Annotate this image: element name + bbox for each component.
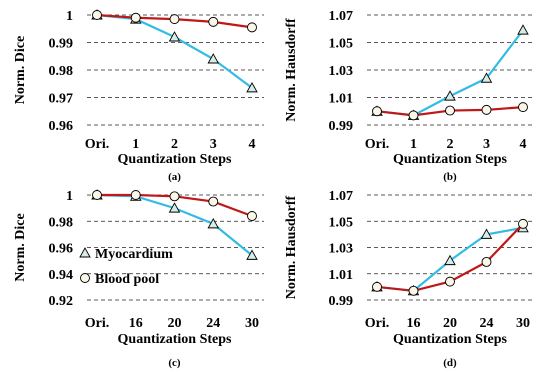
x-tick-label: Ori.: [365, 316, 390, 331]
y-tick-label: 1.07: [329, 189, 354, 204]
data-point-blood-pool: [92, 190, 102, 200]
chart-panel-1: 1 0.99 0.98 0.97 0.96 Ori. 1 2 3 4 Norm. Dice Quant…: [13, 9, 264, 183]
y-tick-label: 0.99: [329, 119, 354, 134]
chart-panel-4: 1.07 1.05 1.03 1.01 0.99 Ori. 16 20 24 30 Norm. Ha…: [284, 189, 535, 369]
legend-marker-circle: [80, 273, 90, 283]
legend-label: Myocardium: [95, 247, 173, 262]
x-tick-label: 24: [206, 316, 220, 331]
y-tick-label: 1.01: [329, 268, 354, 283]
y-tick-label: 1: [66, 189, 73, 204]
series-line-myocardium: [376, 29, 524, 117]
data-point-blood-pool: [372, 281, 382, 292]
y-tick-label: 0.96: [49, 119, 74, 134]
y-tick-label: 0.97: [49, 92, 74, 107]
data-point-myocardium: [246, 81, 258, 93]
y-axis-label: Norm. Dice: [13, 36, 28, 104]
data-point-blood-pool: [372, 106, 382, 117]
panel-caption: (c): [168, 357, 181, 369]
panel-caption: (a): [168, 171, 181, 183]
x-tick-label: 3: [210, 137, 217, 152]
y-tick-label: 0.98: [49, 215, 74, 230]
chart-panel-2: 1.07 1.05 1.03 1.01 0.99 Ori. 1 2 3 4 Norm. Hausdo…: [284, 9, 535, 183]
data-point-myocardium: [168, 202, 181, 213]
data-point-blood-pool: [408, 110, 419, 121]
x-tick-label: 20: [443, 316, 457, 331]
data-point-myocardium: [444, 254, 456, 266]
legend-marker-triangle: [79, 247, 91, 258]
x-tick-label: 2: [171, 137, 178, 152]
data-point-blood-pool: [130, 12, 141, 23]
x-tick-label: 4: [520, 137, 527, 152]
y-tick-label: 1: [66, 9, 73, 24]
y-axis-label: Norm. Hausdorff: [284, 18, 299, 122]
y-tick-label: 1.07: [329, 9, 354, 24]
y-tick-label: 0.99: [329, 294, 354, 309]
y-tick-label: 0.98: [49, 64, 74, 79]
data-point-blood-pool: [481, 256, 492, 267]
y-axis-label: Norm. Hausdorff: [284, 195, 299, 299]
x-tick-label: 30: [245, 316, 259, 331]
legend-label: Blood pool: [95, 272, 159, 287]
data-point-blood-pool: [445, 105, 455, 116]
data-point-myocardium: [480, 72, 493, 83]
data-point-myocardium: [207, 53, 220, 64]
legend: Myocardium Blood pool: [79, 247, 173, 287]
data-point-myocardium: [168, 31, 181, 42]
data-point-blood-pool: [169, 191, 180, 202]
x-tick-label: 2: [447, 137, 454, 152]
y-tick-label: 0.99: [49, 37, 74, 52]
data-point-blood-pool: [518, 218, 528, 229]
x-tick-label: Ori.: [365, 137, 390, 152]
y-tick-label: 1.05: [329, 215, 354, 230]
x-tick-label: 20: [168, 316, 182, 331]
data-point-blood-pool: [247, 22, 257, 33]
data-point-blood-pool: [92, 10, 102, 20]
data-point-blood-pool: [208, 196, 219, 207]
x-axis-label: Quantization Steps: [118, 152, 233, 167]
data-point-blood-pool: [247, 211, 257, 221]
data-point-blood-pool: [130, 190, 141, 200]
y-tick-label: 0.96: [49, 242, 74, 257]
panel-caption: (d): [443, 357, 457, 369]
x-axis-label: Quantization Steps: [118, 332, 233, 347]
data-point-blood-pool: [208, 16, 219, 27]
x-tick-label: 30: [516, 316, 530, 331]
x-axis-label: Quantization Steps: [393, 332, 508, 347]
panel-caption: (b): [443, 171, 457, 183]
x-tick-label: 3: [483, 137, 490, 152]
y-tick-label: 1.01: [329, 92, 354, 107]
x-tick-label: 16: [407, 316, 421, 331]
y-tick-label: 1.03: [329, 242, 354, 257]
series-line-myocardium: [96, 13, 253, 89]
y-tick-label: 0.94: [49, 268, 74, 283]
data-point-myocardium: [246, 249, 258, 260]
x-tick-label: Ori.: [85, 137, 110, 152]
data-point-blood-pool: [518, 102, 528, 113]
data-point-myocardium: [517, 24, 529, 35]
x-tick-label: 1: [132, 137, 139, 152]
data-point-myocardium: [207, 217, 220, 229]
y-axis-label: Norm. Dice: [13, 213, 28, 281]
data-point-blood-pool: [481, 104, 492, 115]
x-tick-label: 16: [129, 316, 143, 331]
y-tick-label: 1.03: [329, 64, 354, 79]
y-tick-label: 1.05: [329, 37, 354, 52]
chart-panel-3: 1 0.98 0.96 0.94 0.92 Ori. 16 20 24 30 Norm. Dice Q…: [13, 189, 264, 369]
data-point-myocardium: [444, 90, 456, 101]
x-tick-label: 4: [249, 137, 256, 152]
x-tick-label: 24: [480, 316, 494, 331]
x-axis-label: Quantization Steps: [393, 152, 508, 167]
data-point-blood-pool: [445, 276, 455, 287]
x-tick-label: Ori.: [85, 316, 110, 331]
x-tick-label: 1: [410, 137, 417, 152]
data-point-blood-pool: [408, 285, 419, 296]
data-point-myocardium: [480, 228, 493, 239]
y-tick-label: 0.92: [49, 294, 74, 309]
data-point-blood-pool: [169, 14, 180, 25]
